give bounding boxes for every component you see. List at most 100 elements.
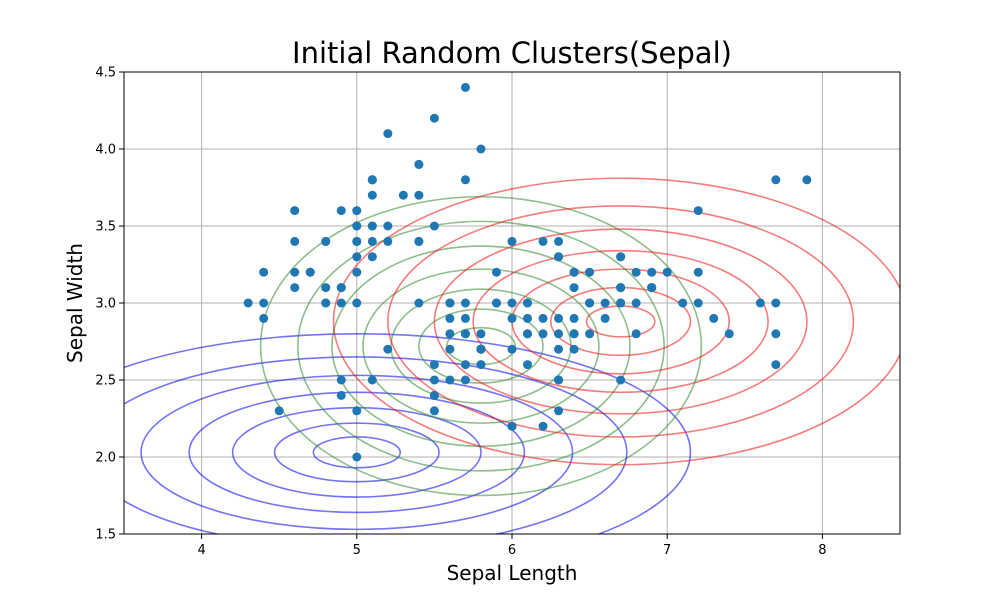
data-point bbox=[554, 406, 564, 416]
x-axis-ticks: 4 5 6 7 8 bbox=[197, 534, 827, 558]
data-point bbox=[771, 360, 781, 370]
data-point bbox=[802, 175, 812, 185]
data-point bbox=[414, 190, 424, 200]
data-point bbox=[414, 236, 424, 246]
data-point bbox=[600, 298, 610, 308]
data-point bbox=[476, 144, 486, 154]
y-tick-label: 2.0 bbox=[95, 451, 116, 466]
data-point bbox=[274, 406, 284, 416]
data-point bbox=[460, 175, 470, 185]
data-point bbox=[538, 421, 548, 431]
data-point bbox=[585, 329, 595, 339]
data-point bbox=[460, 329, 470, 339]
data-point bbox=[305, 267, 315, 277]
cluster-contours bbox=[124, 177, 900, 534]
data-point bbox=[647, 283, 657, 293]
data-point bbox=[259, 313, 269, 323]
data-point bbox=[724, 329, 734, 339]
data-point bbox=[321, 283, 331, 293]
data-point bbox=[476, 360, 486, 370]
data-point bbox=[709, 313, 719, 323]
data-point bbox=[523, 298, 533, 308]
data-point bbox=[538, 236, 548, 246]
data-point bbox=[367, 375, 377, 385]
data-point bbox=[414, 159, 424, 169]
contour-ellipse-3 bbox=[472, 249, 769, 394]
contour-ellipse-1 bbox=[124, 333, 692, 534]
contour-ellipse-2 bbox=[362, 268, 600, 424]
data-point bbox=[336, 390, 346, 400]
data-point bbox=[460, 375, 470, 385]
data-point bbox=[429, 406, 439, 416]
data-point bbox=[523, 313, 533, 323]
contour-ellipse-1 bbox=[273, 422, 440, 483]
data-point bbox=[616, 375, 626, 385]
y-axis-ticks: 1.5 2.0 2.5 3.0 3.5 4.0 4.5 bbox=[95, 66, 124, 543]
data-point bbox=[429, 360, 439, 370]
y-tick-label: 3.0 bbox=[95, 297, 116, 312]
data-point bbox=[352, 298, 362, 308]
x-tick-label: 7 bbox=[663, 543, 671, 558]
data-point bbox=[445, 375, 455, 385]
data-point bbox=[569, 283, 579, 293]
data-point bbox=[352, 452, 362, 462]
data-point bbox=[616, 252, 626, 262]
data-point bbox=[383, 344, 393, 354]
data-point bbox=[616, 283, 626, 293]
data-point bbox=[429, 113, 439, 123]
data-point bbox=[367, 175, 377, 185]
data-point bbox=[569, 267, 579, 277]
data-point bbox=[429, 390, 439, 400]
data-point bbox=[771, 329, 781, 339]
data-point bbox=[352, 252, 362, 262]
data-point bbox=[569, 313, 579, 323]
data-point bbox=[554, 329, 564, 339]
data-point bbox=[771, 298, 781, 308]
data-point bbox=[445, 298, 455, 308]
data-point bbox=[352, 206, 362, 216]
data-point bbox=[460, 360, 470, 370]
data-point bbox=[398, 190, 408, 200]
data-point bbox=[352, 221, 362, 231]
data-point bbox=[321, 298, 331, 308]
data-point bbox=[647, 267, 657, 277]
data-point bbox=[600, 313, 610, 323]
data-point bbox=[243, 298, 253, 308]
x-tick-label: 6 bbox=[508, 543, 516, 558]
data-point bbox=[336, 206, 346, 216]
y-tick-label: 1.5 bbox=[95, 528, 116, 543]
data-point bbox=[631, 298, 641, 308]
data-point bbox=[678, 298, 688, 308]
data-point bbox=[259, 267, 269, 277]
x-tick-label: 4 bbox=[197, 543, 205, 558]
data-point bbox=[290, 283, 300, 293]
data-point bbox=[460, 298, 470, 308]
data-point bbox=[336, 298, 346, 308]
data-point bbox=[631, 329, 641, 339]
data-point bbox=[290, 236, 300, 246]
data-point bbox=[507, 298, 517, 308]
data-point bbox=[445, 313, 455, 323]
y-tick-label: 2.5 bbox=[95, 374, 116, 389]
data-point bbox=[383, 221, 393, 231]
data-point bbox=[367, 221, 377, 231]
data-point bbox=[585, 267, 595, 277]
contour-ellipse-3 bbox=[332, 177, 900, 466]
data-point bbox=[336, 283, 346, 293]
data-point bbox=[585, 298, 595, 308]
data-point bbox=[523, 360, 533, 370]
data-point bbox=[538, 313, 548, 323]
data-point bbox=[445, 329, 455, 339]
data-point bbox=[693, 267, 703, 277]
y-tick-label: 4.0 bbox=[95, 143, 116, 158]
y-axis-title: Sepal Width bbox=[63, 243, 87, 363]
data-point bbox=[445, 344, 455, 354]
data-point bbox=[476, 344, 486, 354]
data-point bbox=[662, 267, 672, 277]
data-point bbox=[771, 175, 781, 185]
data-point bbox=[554, 375, 564, 385]
data-point bbox=[523, 329, 533, 339]
data-point bbox=[460, 82, 470, 92]
data-point bbox=[693, 206, 703, 216]
